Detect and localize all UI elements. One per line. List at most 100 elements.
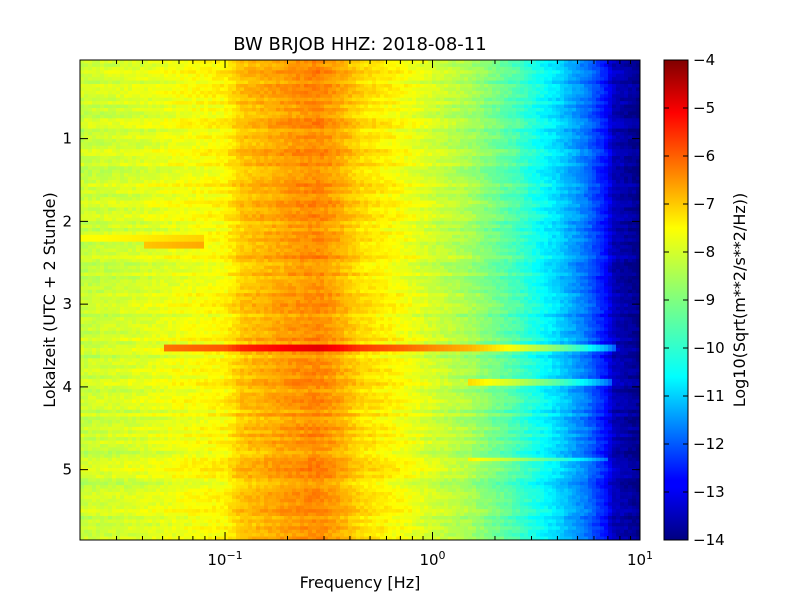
heatmap-cell bbox=[148, 509, 153, 514]
heatmap-cell bbox=[144, 66, 149, 71]
heatmap-cell bbox=[84, 478, 89, 483]
heatmap-cell bbox=[208, 368, 213, 373]
heatmap-cell bbox=[80, 306, 85, 311]
heatmap-cell bbox=[144, 156, 149, 161]
heatmap-cell bbox=[168, 444, 173, 449]
heatmap-cell bbox=[120, 176, 125, 181]
heatmap-cell bbox=[148, 303, 153, 308]
heatmap-cell bbox=[164, 265, 169, 270]
heatmap-cell bbox=[180, 180, 185, 185]
heatmap-cell bbox=[144, 152, 149, 157]
heatmap-cell bbox=[120, 60, 125, 65]
heatmap-cell bbox=[192, 330, 197, 335]
heatmap-cell bbox=[148, 416, 153, 421]
heatmap-cell bbox=[136, 485, 141, 490]
heatmap-cell bbox=[92, 210, 97, 215]
heatmap-cell bbox=[192, 509, 197, 514]
heatmap-cell bbox=[180, 186, 185, 191]
heatmap-cell bbox=[168, 450, 173, 455]
heatmap-cell bbox=[96, 464, 101, 469]
heatmap-cell bbox=[124, 375, 129, 380]
heatmap-cell bbox=[176, 392, 181, 397]
heatmap-cell bbox=[136, 210, 141, 215]
heatmap-cell bbox=[120, 90, 125, 95]
heatmap-cell bbox=[212, 132, 217, 137]
heatmap-cell bbox=[80, 125, 85, 130]
heatmap-cell bbox=[132, 526, 137, 531]
heatmap-cell bbox=[184, 498, 189, 503]
heatmap-cell bbox=[216, 485, 221, 490]
heatmap-cell bbox=[172, 378, 177, 383]
heatmap-cell bbox=[172, 180, 177, 185]
heatmap-cell bbox=[136, 132, 141, 137]
heatmap-cell bbox=[88, 498, 93, 503]
heatmap-cell bbox=[108, 351, 113, 356]
heatmap-cell bbox=[176, 378, 181, 383]
heatmap-cell bbox=[172, 162, 177, 167]
heatmap-cell bbox=[164, 63, 169, 68]
heatmap-cell bbox=[180, 334, 185, 339]
heatmap-cell bbox=[124, 286, 129, 291]
heatmap-cell bbox=[100, 186, 105, 191]
heatmap-cell bbox=[132, 533, 137, 538]
heatmap-cell bbox=[200, 80, 205, 85]
heatmap-cell bbox=[92, 464, 97, 469]
heatmap-cell bbox=[108, 396, 113, 401]
heatmap-cell bbox=[136, 252, 141, 257]
heatmap-cell bbox=[108, 262, 113, 267]
heatmap-cell bbox=[220, 351, 225, 356]
heatmap-cell bbox=[148, 444, 153, 449]
heatmap-cell bbox=[184, 368, 189, 373]
heatmap-cell bbox=[136, 433, 141, 438]
heatmap-cell bbox=[188, 70, 193, 75]
heatmap-cell bbox=[116, 70, 121, 75]
heatmap-cell bbox=[148, 440, 153, 445]
heatmap-cell bbox=[100, 248, 105, 253]
heatmap-cell bbox=[156, 413, 161, 418]
heatmap-cell bbox=[140, 433, 145, 438]
heatmap-cell bbox=[168, 327, 173, 332]
heatmap-cell bbox=[136, 125, 141, 130]
heatmap-cell bbox=[196, 183, 201, 188]
heatmap-cell bbox=[192, 228, 197, 233]
heatmap-cell bbox=[108, 238, 113, 243]
heatmap-cell bbox=[96, 426, 101, 431]
heatmap-cell bbox=[180, 118, 185, 123]
heatmap-cell bbox=[84, 300, 89, 305]
heatmap-cell bbox=[168, 221, 173, 226]
heatmap-cell bbox=[156, 495, 161, 500]
heatmap-cell bbox=[100, 77, 105, 82]
heatmap-cell bbox=[132, 536, 137, 540]
heatmap-cell bbox=[140, 255, 145, 260]
heatmap-cell bbox=[88, 121, 93, 126]
heatmap-cell bbox=[120, 416, 125, 421]
heatmap-cell bbox=[208, 303, 213, 308]
heatmap-cell bbox=[128, 152, 133, 157]
heatmap-cell bbox=[164, 310, 169, 315]
heatmap-cell bbox=[184, 471, 189, 476]
heatmap-cell bbox=[108, 286, 113, 291]
heatmap-cell bbox=[160, 173, 165, 178]
heatmap-cell bbox=[164, 495, 169, 500]
heatmap-cell bbox=[128, 279, 133, 284]
heatmap-cell bbox=[208, 241, 213, 246]
heatmap-cell bbox=[128, 481, 133, 486]
heatmap-cell bbox=[108, 416, 113, 421]
heatmap-cell bbox=[156, 166, 161, 171]
heatmap-cell bbox=[140, 406, 145, 411]
heatmap-cell bbox=[84, 272, 89, 277]
heatmap-cell bbox=[188, 135, 193, 140]
heatmap-cell bbox=[208, 440, 213, 445]
heatmap-cell bbox=[136, 444, 141, 449]
heatmap-cell bbox=[120, 310, 125, 315]
heatmap-cell bbox=[200, 327, 205, 332]
heatmap-cell bbox=[104, 348, 109, 353]
heatmap-cell bbox=[164, 108, 169, 113]
heatmap-cell bbox=[80, 300, 85, 305]
heatmap-cell bbox=[208, 313, 213, 318]
heatmap-cell bbox=[212, 402, 217, 407]
heatmap-cell bbox=[212, 138, 217, 143]
heatmap-cell bbox=[212, 509, 217, 514]
heatmap-cell bbox=[144, 293, 149, 298]
heatmap-cell bbox=[160, 437, 165, 442]
